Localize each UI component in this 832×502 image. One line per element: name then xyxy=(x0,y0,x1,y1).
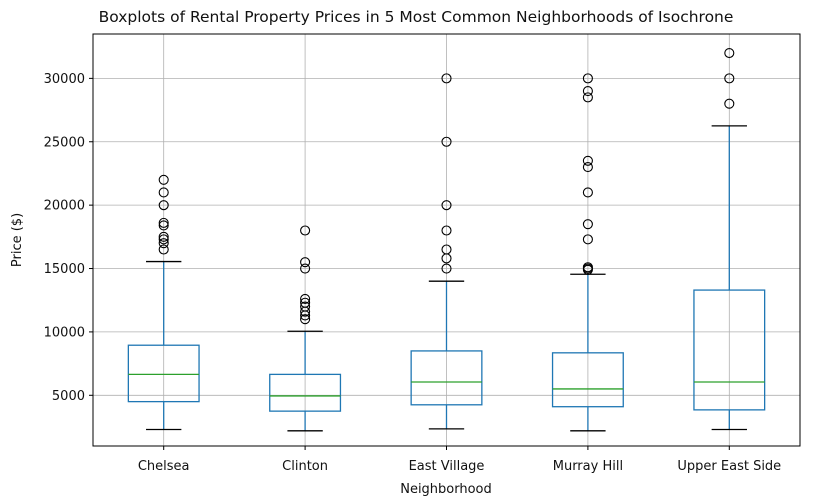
x-tick-label: Clinton xyxy=(282,459,328,474)
outlier-point xyxy=(300,297,311,308)
outlier-point xyxy=(582,262,593,273)
y-axis-label: Price ($) xyxy=(10,213,25,267)
y-tick-label: 30000 xyxy=(44,72,85,87)
outlier-point xyxy=(441,136,452,147)
outlier-point xyxy=(441,225,452,236)
outlier-point xyxy=(582,187,593,198)
y-tick-label: 5000 xyxy=(52,389,85,404)
x-tick-label: Upper East Side xyxy=(677,459,781,474)
x-axis-label: Neighborhood xyxy=(400,482,492,497)
outlier-point xyxy=(158,217,169,228)
x-tick-label: Murray Hill xyxy=(553,459,623,474)
box-clinton xyxy=(269,225,342,432)
outlier-point xyxy=(300,314,311,325)
axis-layer: 5000 10000 15000 20000 25000 30000 Chelsea Clin… xyxy=(44,72,782,474)
x-tick-label: Chelsea xyxy=(138,459,190,474)
outlier-point xyxy=(158,220,169,231)
outlier-point xyxy=(441,263,452,274)
outlier-point xyxy=(158,187,169,198)
outlier-point xyxy=(158,200,169,211)
box-upper-east-side xyxy=(693,47,766,431)
y-tick-label: 15000 xyxy=(44,262,85,277)
iqr-box xyxy=(551,352,624,408)
outlier-point xyxy=(724,98,735,109)
outlier-point xyxy=(724,47,735,59)
box-chelsea xyxy=(127,174,200,431)
outlier-point xyxy=(582,155,593,166)
chart-title: Boxplots of Rental Property Prices in 5 … xyxy=(98,8,734,26)
outlier-point xyxy=(158,244,169,255)
x-tick-label: East Village xyxy=(409,459,485,474)
box-layer xyxy=(127,47,766,432)
outlier-point xyxy=(724,73,735,84)
outlier-point xyxy=(158,231,169,242)
outlier-point xyxy=(300,263,311,274)
box-east-village xyxy=(410,73,483,430)
outlier-point xyxy=(582,219,593,230)
outlier-point xyxy=(582,162,593,173)
y-tick-label: 10000 xyxy=(44,325,85,340)
outlier-point xyxy=(158,238,169,249)
iqr-box xyxy=(127,344,200,403)
iqr-box xyxy=(693,289,766,411)
outlier-point xyxy=(300,293,311,304)
iqr-box xyxy=(269,373,342,412)
iqr-box xyxy=(410,350,483,406)
outlier-point xyxy=(582,92,593,103)
outlier-point xyxy=(441,73,452,84)
outlier-point xyxy=(441,200,452,211)
outlier-point xyxy=(158,234,169,245)
outlier-point xyxy=(582,234,593,245)
outlier-point xyxy=(300,225,311,236)
outlier-point xyxy=(582,73,593,84)
outlier-point xyxy=(300,301,311,312)
outlier-point xyxy=(441,244,452,255)
y-tick-label: 20000 xyxy=(44,199,85,214)
y-tick-label: 25000 xyxy=(44,135,85,150)
box-murray-hill xyxy=(551,73,624,432)
outlier-point xyxy=(582,85,593,97)
outlier-point xyxy=(158,174,169,185)
outlier-point xyxy=(300,257,311,268)
